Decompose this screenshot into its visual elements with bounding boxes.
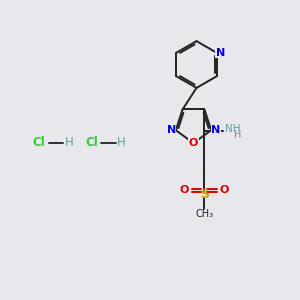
Text: H: H [117,136,126,149]
Text: S: S [200,188,209,201]
Text: NH: NH [225,124,241,134]
Text: H: H [234,130,241,140]
Text: O: O [220,185,229,196]
Text: N: N [216,48,225,58]
Text: O: O [189,138,198,148]
Text: O: O [180,185,189,196]
Text: CH₃: CH₃ [195,209,214,219]
Text: H: H [64,136,74,149]
Text: Cl: Cl [85,136,98,149]
Text: Cl: Cl [33,136,45,149]
Text: N: N [211,125,220,135]
Text: N: N [167,125,176,135]
